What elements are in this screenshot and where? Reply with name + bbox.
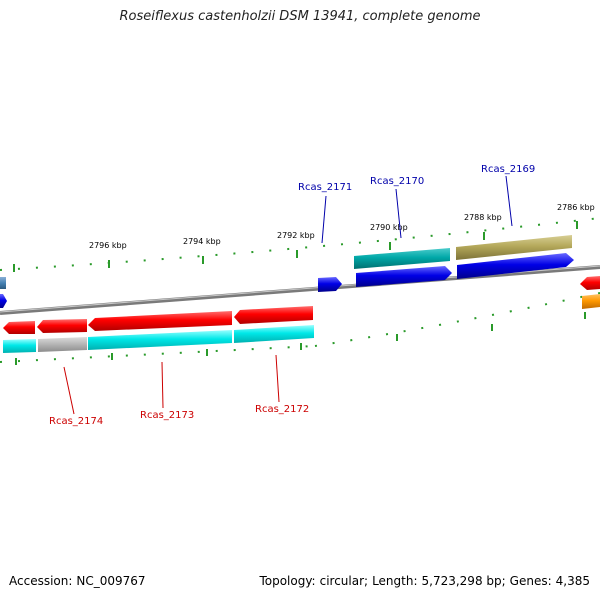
cog-feature-steelblue	[0, 277, 6, 289]
label-leader-line	[63, 366, 75, 415]
scale-label: 2790 kbp	[370, 223, 408, 232]
gene-label-reverse[interactable]: Rcas_2172	[255, 404, 309, 415]
cog-feature-cyan	[234, 325, 314, 343]
gene-label-reverse[interactable]: Rcas_2174	[49, 416, 103, 427]
length-label: Length:	[372, 574, 418, 588]
label-leader-line	[275, 354, 280, 403]
reverse-cds-track	[3, 306, 313, 334]
cog-feature-olive	[456, 235, 572, 260]
cds-reverse-arrow	[580, 276, 600, 290]
cds-reverse-arrow	[37, 319, 87, 333]
cog-feature-cyan	[3, 339, 36, 353]
cds-forward-arrow	[0, 294, 7, 308]
cds-reverse-arrow	[234, 306, 313, 324]
scale-label: 2794 kbp	[183, 237, 221, 246]
scale-label: 2796 kbp	[89, 241, 127, 250]
cds-forward-arrow	[356, 266, 452, 287]
scale-label: 2792 kbp	[277, 231, 315, 240]
cog-feature-grey	[38, 337, 87, 352]
genes-label: Genes:	[509, 574, 552, 588]
reverse-cog-track	[3, 325, 314, 353]
label-leader-line	[321, 195, 327, 244]
accession-label: Accession:	[9, 574, 73, 588]
forward-cog-track	[354, 235, 572, 269]
cds-forward-arrow	[318, 277, 342, 292]
genes-value: 4,385	[555, 574, 590, 588]
gene-label-reverse[interactable]: Rcas_2173	[140, 410, 194, 421]
gene-label-forward[interactable]: Rcas_2169	[481, 164, 535, 175]
label-leader-line	[161, 361, 164, 409]
cog-feature-teal	[354, 248, 450, 269]
accession-info: Accession: NC_009767	[9, 574, 146, 588]
genome-backbone	[0, 265, 600, 315]
genome-stats: Topology: circular; Length: 5,723,298 bp; Ge…	[259, 574, 590, 588]
label-leader-line	[505, 175, 513, 227]
cds-reverse-arrow	[3, 321, 35, 334]
outer-tick-track	[0, 217, 600, 272]
scale-label: 2788 kbp	[464, 213, 502, 222]
gene-label-forward[interactable]: Rcas_2170	[370, 176, 424, 187]
accession-value: NC_009767	[76, 574, 146, 588]
forward-cds-track	[318, 253, 574, 292]
label-leader-line	[395, 188, 402, 239]
cog-feature-orange	[582, 294, 600, 309]
topology-label: Topology:	[259, 574, 316, 588]
map-title: Roseiflexus castenholzii DSM 13941, comp…	[119, 9, 481, 24]
cds-reverse-arrow	[88, 311, 232, 331]
inner-tick-track	[0, 292, 600, 365]
scale-label: 2786 kbp	[557, 203, 595, 212]
topology-value: circular;	[319, 574, 369, 588]
cog-feature-cyan	[88, 330, 232, 350]
gene-label-forward[interactable]: Rcas_2171	[298, 182, 352, 193]
cds-forward-arrow	[457, 253, 574, 279]
length-value: 5,723,298 bp;	[421, 574, 506, 588]
